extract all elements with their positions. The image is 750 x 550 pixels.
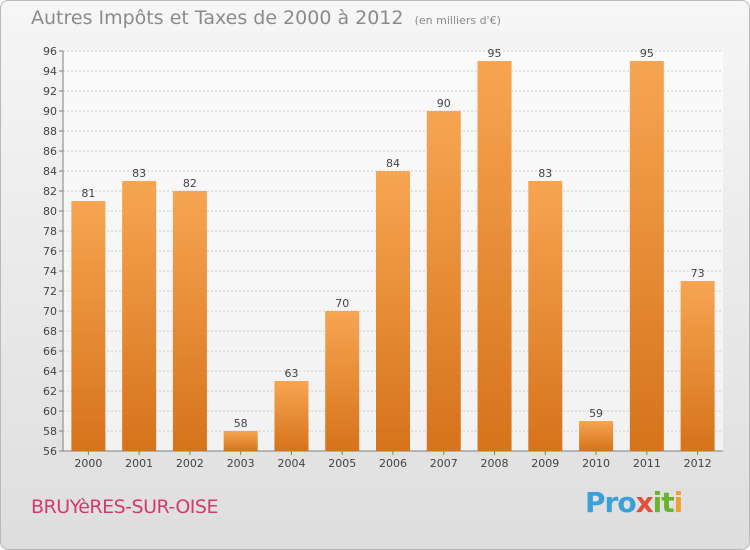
bar-2004: [274, 381, 309, 451]
y-tick-label: 82: [43, 185, 57, 198]
y-tick-label: 74: [43, 265, 57, 278]
bar-2001: [122, 181, 157, 451]
x-tick-label: 2010: [582, 457, 610, 470]
y-tick-label: 88: [43, 125, 57, 138]
chart-title-text: Autres Impôts et Taxes de 2000 à 2012: [31, 7, 404, 29]
bar-value-label: 58: [234, 417, 248, 430]
bar-2008: [477, 61, 512, 451]
bar-value-label: 70: [335, 297, 349, 310]
x-tick-label: 2011: [633, 457, 661, 470]
y-tick-label: 80: [43, 205, 57, 218]
bar-value-label: 95: [640, 47, 654, 60]
bar-value-label: 63: [284, 367, 298, 380]
bar-2006: [376, 171, 410, 451]
bar-value-label: 84: [386, 157, 400, 170]
y-tick-label: 92: [43, 85, 57, 98]
x-tick-label: 2000: [74, 457, 102, 470]
x-tick-label: 2006: [379, 457, 407, 470]
y-tick-label: 76: [43, 245, 57, 258]
bar-2012: [680, 281, 715, 451]
y-tick-label: 96: [43, 45, 57, 58]
y-tick-label: 64: [43, 365, 57, 378]
bar-2003: [223, 431, 258, 451]
y-tick-label: 66: [43, 345, 57, 358]
proxiti-logo: Proxiti: [585, 486, 683, 519]
bar-2009: [528, 181, 563, 451]
x-tick-label: 2007: [430, 457, 458, 470]
bar-2011: [629, 61, 664, 451]
bar-value-label: 95: [488, 47, 502, 60]
x-tick-label: 2001: [125, 457, 153, 470]
chart-unit-text: (en milliers d'€): [414, 14, 501, 27]
bar-2005: [325, 311, 360, 451]
x-tick-label: 2003: [227, 457, 255, 470]
bar-2000: [71, 201, 106, 451]
y-tick-label: 70: [43, 305, 57, 318]
x-tick-label: 2009: [531, 457, 559, 470]
bar-2007: [426, 111, 461, 451]
x-tick-label: 2012: [684, 457, 712, 470]
x-tick-label: 2002: [176, 457, 204, 470]
x-tick-label: 2005: [328, 457, 356, 470]
y-tick-label: 78: [43, 225, 57, 238]
y-tick-label: 68: [43, 325, 57, 338]
bar-value-label: 83: [538, 167, 552, 180]
location-label: BRUYèRES-SUR-OISE: [31, 496, 218, 518]
bar-value-label: 73: [691, 267, 705, 280]
y-tick-label: 62: [43, 385, 57, 398]
y-tick-label: 56: [43, 445, 57, 458]
bar-2002: [172, 191, 207, 451]
bar-value-label: 82: [183, 177, 197, 190]
bar-value-label: 59: [589, 407, 603, 420]
x-tick-label: 2004: [277, 457, 305, 470]
chart-title: Autres Impôts et Taxes de 2000 à 2012 (e…: [31, 7, 501, 29]
y-tick-label: 90: [43, 105, 57, 118]
x-tick-label: 2008: [481, 457, 509, 470]
y-tick-label: 58: [43, 425, 57, 438]
y-tick-label: 84: [43, 165, 57, 178]
y-tick-label: 72: [43, 285, 57, 298]
y-tick-label: 94: [43, 65, 57, 78]
bar-value-label: 83: [132, 167, 146, 180]
bar-value-label: 81: [81, 187, 95, 200]
y-tick-label: 60: [43, 405, 57, 418]
y-tick-label: 86: [43, 145, 57, 158]
bar-value-label: 90: [437, 97, 451, 110]
bar-2010: [579, 421, 614, 451]
